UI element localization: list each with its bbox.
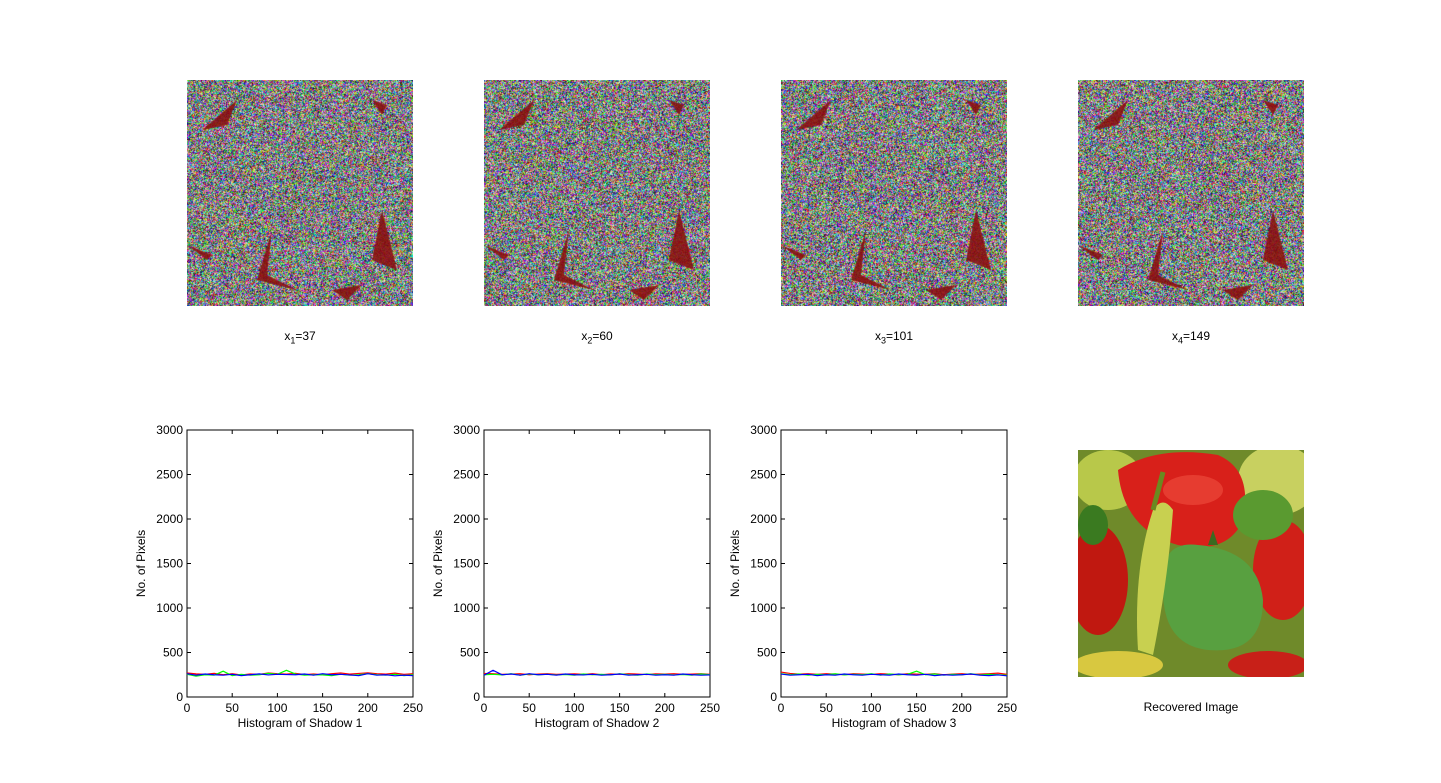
x-tick-label: 0 (778, 701, 785, 715)
x-tick-label: 150 (610, 701, 630, 715)
x-tick-label: 0 (481, 701, 488, 715)
y-tick-label: 0 (770, 690, 777, 704)
x-tick-label: 100 (267, 701, 287, 715)
caption-value: =37 (295, 329, 315, 343)
y-tick-label: 500 (460, 646, 480, 660)
x-tick-label: 50 (820, 701, 834, 715)
caption-value: =101 (886, 329, 913, 343)
plot-area (187, 430, 413, 697)
histogram-shadow-2: 0 50 100 150 200 250050010001500200025003000H… (484, 430, 710, 697)
y-tick-label: 3000 (156, 423, 183, 437)
y-tick-label: 1000 (750, 601, 777, 615)
y-tick-label: 2500 (156, 468, 183, 482)
x-tick-label: 200 (655, 701, 675, 715)
y-tick-label: 2000 (156, 512, 183, 526)
y-tick-label: 2500 (453, 468, 480, 482)
recovered-caption: Recovered Image (1078, 700, 1304, 714)
x-tick-label: 0 (184, 701, 191, 715)
x-tick-label: 50 (226, 701, 240, 715)
y-axis-label: No. of Pixels (728, 530, 742, 597)
x-tick-label: 150 (907, 701, 927, 715)
shadow-caption-4: x4=149 (1078, 329, 1304, 345)
caption-value: =60 (592, 329, 612, 343)
y-tick-label: 0 (473, 690, 480, 704)
shadow-image-1 (187, 80, 413, 306)
histogram-shadow-3: 0 50 100 150 200 250050010001500200025003000H… (781, 430, 1007, 697)
x-axis-label: Histogram of Shadow 2 (535, 716, 660, 730)
histogram-shadow-1: 0 50 100 150 200 250050010001500200025003000H… (187, 430, 413, 697)
y-tick-label: 500 (757, 646, 777, 660)
y-tick-label: 2000 (750, 512, 777, 526)
x-axis-label: Histogram of Shadow 3 (832, 716, 957, 730)
y-tick-label: 1000 (453, 601, 480, 615)
y-tick-label: 3000 (750, 423, 777, 437)
x-tick-label: 200 (358, 701, 378, 715)
x-tick-label: 250 (403, 701, 423, 715)
plot-area (781, 430, 1007, 697)
y-axis-label: No. of Pixels (431, 530, 445, 597)
y-tick-label: 500 (163, 646, 183, 660)
y-tick-label: 1500 (750, 557, 777, 571)
caption-value: =149 (1183, 329, 1210, 343)
recovered-image (1078, 450, 1304, 677)
y-tick-label: 3000 (453, 423, 480, 437)
x-tick-label: 100 (861, 701, 881, 715)
x-tick-label: 100 (564, 701, 584, 715)
plot-area (484, 430, 710, 697)
shadow-image-3 (781, 80, 1007, 306)
shadow-caption-2: x2=60 (484, 329, 710, 345)
x-tick-label: 50 (523, 701, 537, 715)
x-tick-label: 250 (700, 701, 720, 715)
y-tick-label: 2000 (453, 512, 480, 526)
shadow-image-2 (484, 80, 710, 306)
y-tick-label: 2500 (750, 468, 777, 482)
shadow-image-4 (1078, 80, 1304, 306)
shadow-caption-1: x1=37 (187, 329, 413, 345)
shadow-caption-3: x3=101 (781, 329, 1007, 345)
x-tick-label: 200 (952, 701, 972, 715)
x-tick-label: 150 (313, 701, 333, 715)
x-tick-label: 250 (997, 701, 1017, 715)
y-axis-label: No. of Pixels (134, 530, 148, 597)
y-tick-label: 1000 (156, 601, 183, 615)
y-tick-label: 0 (176, 690, 183, 704)
x-axis-label: Histogram of Shadow 1 (238, 716, 363, 730)
y-tick-label: 1500 (156, 557, 183, 571)
y-tick-label: 1500 (453, 557, 480, 571)
